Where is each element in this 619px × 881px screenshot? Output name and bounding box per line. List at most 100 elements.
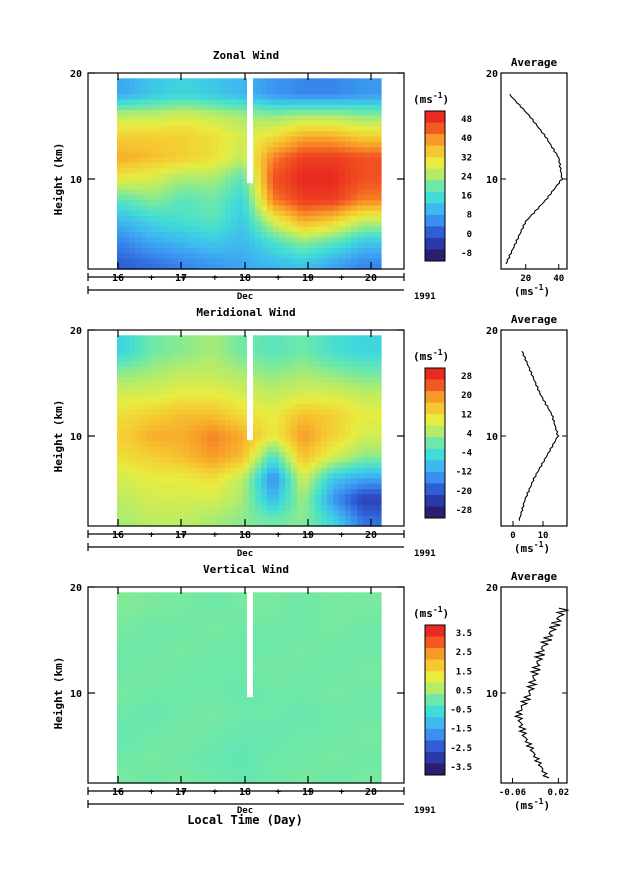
heatmap-cell: [309, 120, 316, 127]
heatmap-cell: [201, 179, 208, 185]
heatmap-cell: [369, 520, 376, 527]
heatmap-cell: [183, 451, 190, 458]
heatmap-cell: [159, 730, 166, 736]
heatmap-cell: [255, 746, 262, 752]
heatmap-cell: [183, 504, 190, 511]
heatmap-cell: [351, 735, 358, 742]
heatmap-cell: [363, 425, 370, 432]
heatmap-cell: [207, 163, 214, 169]
heatmap-cell: [135, 629, 142, 636]
heatmap-cell: [339, 173, 346, 180]
colorbar-tick-label: -20: [456, 487, 472, 497]
heatmap-cell: [267, 351, 274, 358]
heatmap-cell: [267, 430, 274, 437]
heatmap-cell: [225, 372, 232, 379]
heatmap-cell: [225, 237, 232, 244]
heatmap-cell: [135, 388, 142, 395]
heatmap-cell: [231, 634, 238, 641]
heatmap-cell: [291, 751, 298, 758]
heatmap-cell: [243, 650, 250, 657]
heatmap-cell: [345, 613, 352, 620]
heatmap-cell: [249, 441, 256, 448]
heatmap-cell: [327, 335, 334, 342]
colorbar-segment: [425, 122, 445, 135]
heatmap-cell: [219, 430, 226, 437]
heatmap-cell: [183, 661, 190, 668]
heatmap-cell: [333, 194, 340, 201]
heatmap-cell: [237, 372, 244, 379]
heatmap-cell: [135, 671, 142, 678]
heatmap-cell: [123, 221, 130, 228]
heatmap-cell: [195, 136, 202, 143]
heatmap-cell: [297, 237, 304, 244]
heatmap-cell: [291, 666, 298, 673]
heatmap-cell: [171, 200, 178, 207]
heatmap-cell: [303, 258, 310, 265]
heatmap-cell: [153, 194, 160, 201]
heatmap-cell: [327, 247, 334, 254]
colorbar-tick-label: 0.5: [456, 686, 472, 696]
heatmap-cell: [291, 247, 298, 254]
heatmap-cell: [351, 467, 358, 474]
heatmap-cell: [189, 462, 196, 469]
heatmap-cell: [243, 451, 250, 458]
heatmap-cell: [375, 136, 382, 143]
heatmap-cell: [375, 693, 382, 699]
heatmap-cell: [369, 483, 376, 490]
heatmap-cell: [285, 515, 292, 522]
heatmap-cell: [285, 173, 292, 180]
heatmap-cell: [165, 436, 172, 442]
y-tick-label: 10: [70, 689, 82, 700]
heatmap-cell: [231, 698, 238, 705]
heatmap-cell: [159, 478, 166, 485]
heatmap-cell: [369, 263, 376, 270]
heatmap-cell: [219, 398, 226, 405]
heatmap-cell: [303, 184, 310, 191]
heatmap-cell: [189, 613, 196, 620]
heatmap-cell: [129, 735, 136, 742]
heatmap-cell: [363, 772, 370, 779]
heatmap-cell: [159, 404, 166, 411]
heatmap-cell: [315, 88, 322, 95]
heatmap-cell: [141, 703, 148, 710]
heatmap-cell: [141, 602, 148, 609]
heatmap-cell: [183, 383, 190, 389]
heatmap-cell: [159, 629, 166, 636]
heatmap-cell: [309, 242, 316, 249]
heatmap-cell: [309, 687, 316, 694]
heatmap-cell: [165, 383, 172, 389]
month-label: Dec: [237, 549, 253, 559]
heatmap-cell: [159, 377, 166, 384]
heatmap-cell: [219, 263, 226, 270]
heatmap-cell: [195, 99, 202, 106]
heatmap-cell: [183, 634, 190, 641]
heatmap-cell: [213, 640, 220, 646]
heatmap-cell: [141, 489, 148, 495]
heatmap-cell: [291, 88, 298, 95]
heatmap-cell: [189, 152, 196, 159]
heatmap-cell: [165, 618, 172, 625]
heatmap-cell: [357, 351, 364, 358]
heatmap-cell: [375, 457, 382, 464]
heatmap-cell: [231, 602, 238, 609]
heatmap-cell: [147, 735, 154, 742]
heatmap-cell: [375, 425, 382, 432]
heatmap-cell: [183, 237, 190, 244]
heatmap-cell: [273, 173, 280, 180]
heatmap-cell: [225, 661, 232, 668]
heatmap-cell: [189, 184, 196, 191]
heatmap-cell: [261, 650, 268, 657]
heatmap-cell: [243, 613, 250, 620]
heatmap-cell: [171, 420, 178, 426]
heatmap-cell: [291, 671, 298, 678]
heatmap-cell: [315, 226, 322, 233]
heatmap-cell: [207, 473, 214, 479]
heatmap-cell: [309, 205, 316, 212]
heatmap-cell: [297, 746, 304, 752]
heatmap-cell: [309, 489, 316, 495]
heatmap-cell: [363, 597, 370, 604]
heatmap-cell: [231, 714, 238, 721]
heatmap-cell: [327, 751, 334, 758]
heatmap-cell: [135, 708, 142, 715]
heatmap-cell: [207, 724, 214, 731]
